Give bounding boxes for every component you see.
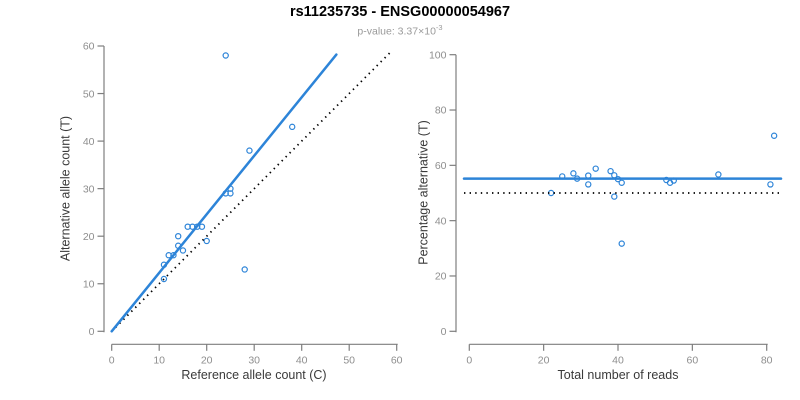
data-point xyxy=(570,170,577,177)
y-tick-label: 60 xyxy=(83,41,95,53)
x-tick-label: 60 xyxy=(687,354,699,366)
data-point xyxy=(592,165,599,172)
data-point xyxy=(289,123,296,131)
y-tick-label: 60 xyxy=(435,160,447,172)
data-point xyxy=(174,232,182,240)
x-tick-label: 10 xyxy=(153,354,165,366)
y-tick-label: 30 xyxy=(83,183,95,195)
x-tick-label: 40 xyxy=(612,354,624,366)
data-point xyxy=(198,223,206,230)
y-tick-label: 50 xyxy=(83,88,95,100)
x-tick-label: 30 xyxy=(248,354,260,366)
pvalue-label: p-value: xyxy=(357,25,395,38)
x-tick-label: 80 xyxy=(761,354,773,366)
y-tick-label: 20 xyxy=(435,271,447,283)
pvalue-exponent: -3 xyxy=(435,23,443,32)
data-point xyxy=(607,167,614,175)
data-point xyxy=(203,237,210,245)
y-tick-label: 10 xyxy=(83,278,95,290)
pvalue-value: 3.37×10 xyxy=(397,25,436,38)
data-point xyxy=(222,52,229,59)
right-yaxis-title: Percentage alternative (T) xyxy=(416,120,431,265)
right-xaxis-title: Total number of reads xyxy=(557,368,679,382)
x-tick-label: 0 xyxy=(466,354,472,366)
y-tick-label: 40 xyxy=(83,136,95,148)
allele-counts-panel: 0 10 20 30 40 50 60 0 10 20 30 40 50 60 xyxy=(83,41,403,367)
data-point xyxy=(160,275,168,283)
y-tick-label: 0 xyxy=(89,326,95,338)
x-tick-label: 50 xyxy=(343,354,355,366)
x-tick-label: 60 xyxy=(391,354,403,366)
x-tick-label: 20 xyxy=(201,354,213,366)
data-point xyxy=(170,252,177,259)
data-point xyxy=(241,266,248,273)
y-tick-label: 20 xyxy=(83,231,95,243)
data-point xyxy=(179,247,187,254)
data-point xyxy=(618,179,625,186)
figure-subtitle: p-value: 3.37×10-3 xyxy=(0,23,800,38)
x-tick-label: 0 xyxy=(109,354,115,366)
percentage-alternative-panel: 0 20 40 60 80 100 0 20 40 60 80 xyxy=(429,49,783,366)
figure-title: rs11235735 - ENSG00000054967 xyxy=(289,4,511,20)
y-tick-label: 100 xyxy=(429,49,447,61)
reference-line xyxy=(114,52,391,329)
left-yaxis-title: Alternative allele count (T) xyxy=(58,115,73,262)
fit-line xyxy=(110,53,338,333)
y-tick-label: 0 xyxy=(441,326,447,338)
data-point xyxy=(770,132,778,139)
y-tick-label: 80 xyxy=(435,105,447,117)
x-tick-label: 20 xyxy=(538,354,550,366)
data-point xyxy=(611,193,618,200)
data-point xyxy=(715,171,722,178)
y-tick-label: 40 xyxy=(435,215,447,227)
data-point xyxy=(585,181,592,188)
data-point xyxy=(246,147,253,154)
data-point xyxy=(618,240,625,247)
x-tick-label: 40 xyxy=(296,354,308,366)
data-point xyxy=(767,181,774,188)
left-xaxis-title: Reference allele count (C) xyxy=(181,368,327,382)
